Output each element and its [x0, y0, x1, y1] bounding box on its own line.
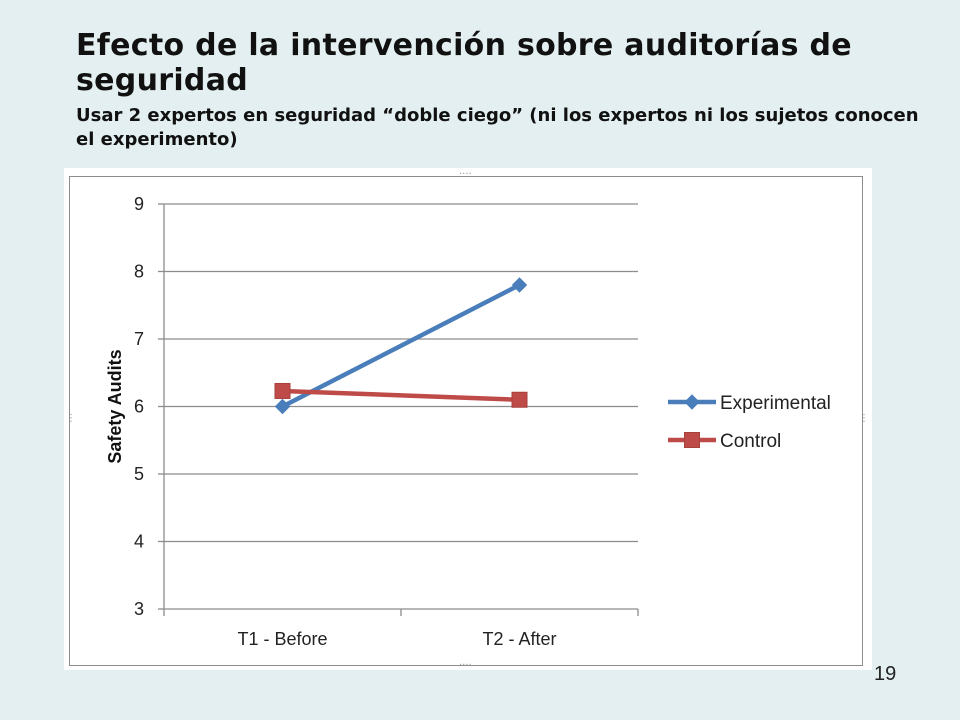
- y-axis-label: Safety Audits: [105, 349, 125, 463]
- series-control: [274, 382, 528, 408]
- data-point: [511, 277, 528, 293]
- resize-handle-right[interactable]: ⋮: [859, 413, 869, 424]
- y-tick-label: 6: [134, 397, 144, 417]
- slide-title: Efecto de la intervención sobre auditorí…: [76, 28, 852, 98]
- y-tick-label: 4: [134, 532, 144, 552]
- y-tick-label: 3: [134, 599, 144, 619]
- y-axis-ticks: 3 4 5 6 7 8 9: [134, 194, 164, 619]
- data-point: [274, 398, 291, 415]
- chart-container: ···· ···· ⋮ ⋮ 3 4 5 6 7 8 9 T1 - Before T2 - Af…: [64, 168, 872, 671]
- series-line: [282, 388, 520, 402]
- gridlines: [164, 203, 638, 610]
- legend-marker: [684, 394, 700, 410]
- x-axis: T1 - Before T2 - After: [163, 204, 639, 649]
- page-number: 19: [874, 663, 897, 685]
- y-tick-label: 8: [134, 262, 144, 282]
- resize-handle-left[interactable]: ⋮: [66, 413, 76, 424]
- slide-subtitle: Usar 2 expertos en seguridad “doble cieg…: [76, 105, 919, 150]
- series-experimental: [274, 277, 528, 415]
- series-line: [281, 282, 521, 409]
- series-layer: [274, 277, 528, 415]
- data-point: [511, 391, 528, 408]
- y-tick-label: 5: [134, 464, 144, 484]
- legend-item-control: Control: [668, 431, 781, 452]
- data-point: [274, 382, 291, 399]
- resize-handle-bottom[interactable]: ····: [459, 660, 472, 671]
- x-tick-label: T2 - After: [482, 629, 556, 649]
- legend-marker: [684, 432, 700, 448]
- legend-item-experimental: Experimental: [668, 393, 831, 414]
- legend-label: Control: [720, 431, 781, 452]
- resize-handle-top[interactable]: ····: [459, 169, 472, 180]
- x-tick-label: T1 - Before: [237, 629, 327, 649]
- y-tick-label: 7: [134, 329, 144, 349]
- line-chart: 3 4 5 6 7 8 9 T1 - Before T2 - After Safety Aud…: [105, 194, 831, 649]
- legend-label: Experimental: [720, 393, 831, 414]
- y-tick-label: 9: [134, 194, 144, 214]
- legend: Experimental Control: [668, 393, 831, 452]
- chart-border: [69, 176, 863, 666]
